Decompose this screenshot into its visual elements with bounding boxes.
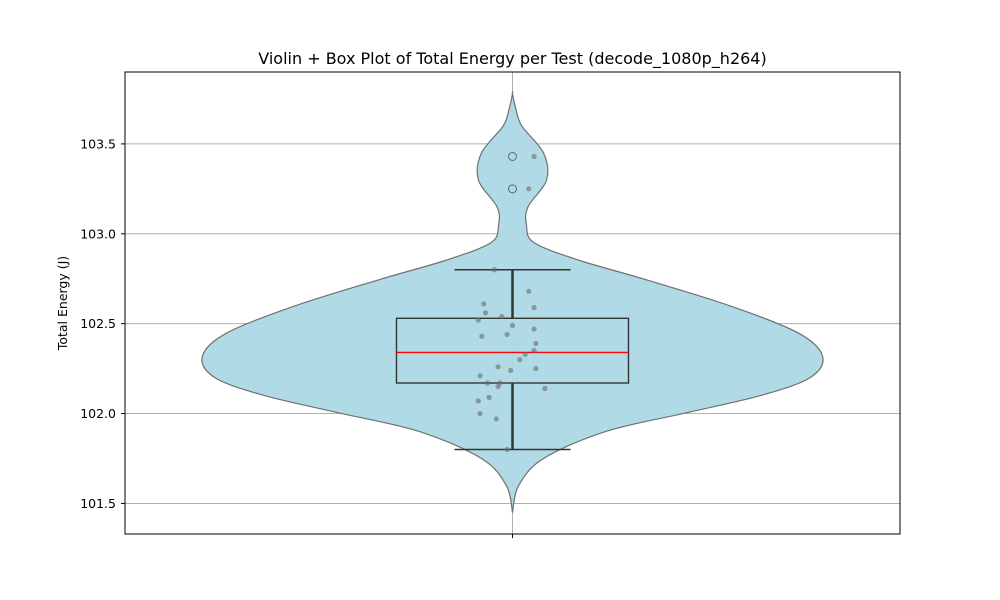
outlier-marker [508,151,517,161]
chart-title: Violin + Box Plot of Total Energy per Te… [258,49,766,69]
data-point [526,288,532,294]
data-point [481,301,487,307]
data-point [486,394,492,400]
data-point [482,310,489,316]
box-iqr [395,317,630,384]
data-point [495,364,501,370]
y-tick-label: 103.5 [80,136,116,151]
y-tick-label: 102.0 [80,406,116,421]
y-tick-label: 103.0 [80,226,116,241]
data-point [508,367,514,374]
data-point [504,331,510,338]
data-point [475,398,481,404]
data-point [499,313,505,320]
data-point [504,446,510,453]
data-point [484,380,490,386]
data-point [531,348,537,354]
data-point [493,416,499,422]
y-tick-label: 101.5 [80,496,116,511]
data-point [517,357,523,363]
data-point [475,317,481,323]
data-point [495,383,501,390]
data-point [477,410,483,417]
y-tick-label: 102.5 [80,316,116,331]
data-point [533,366,539,372]
data-point [479,333,485,339]
data-point [477,373,483,379]
data-point [522,351,528,357]
data-point [531,326,537,332]
data-point [531,153,537,160]
data-point [533,340,539,347]
data-point [531,304,537,311]
data-point [526,186,532,192]
data-point [509,322,516,329]
data-point [542,385,548,391]
y-axis-label: Total Energy (J) [55,256,70,351]
outlier-marker [508,184,517,194]
data-point [491,267,498,273]
